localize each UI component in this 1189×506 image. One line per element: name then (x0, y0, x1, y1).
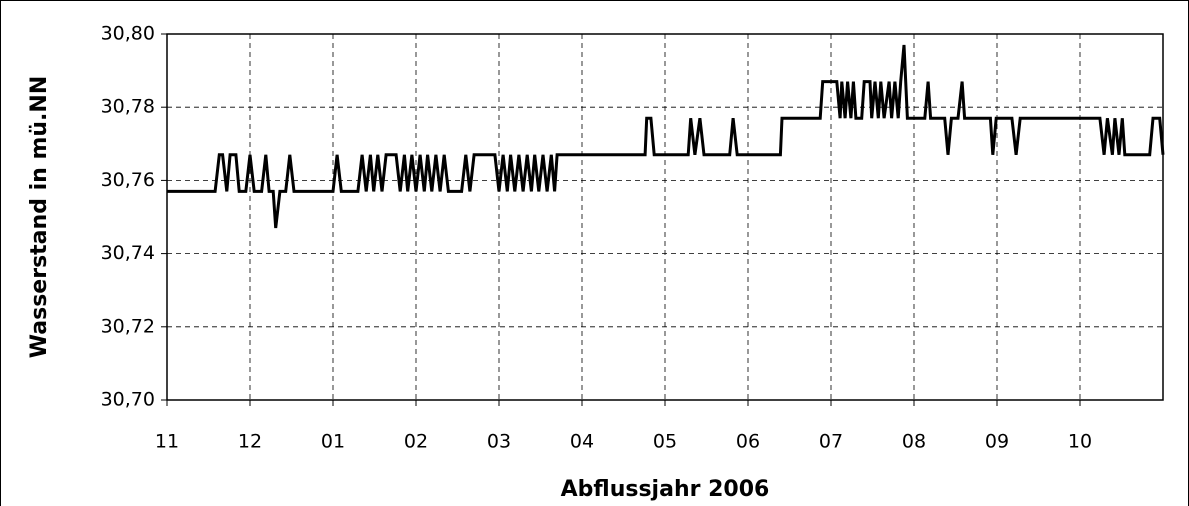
x-tick-label: 03 (487, 431, 511, 453)
plot-frame (166, 33, 1164, 401)
x-tick-label: 07 (819, 431, 843, 453)
x-tick-label: 11 (155, 431, 179, 453)
y-tick-label: 30,80 (101, 23, 155, 45)
x-tick-label: 06 (736, 431, 760, 453)
y-tick-label: 30,76 (101, 169, 155, 191)
y-tick-label: 30,74 (101, 242, 155, 264)
x-tick-label: 02 (404, 431, 428, 453)
x-tick-label: 01 (321, 431, 345, 453)
x-tick-label: 09 (985, 431, 1009, 453)
data-line (167, 44, 1165, 229)
x-axis-title: Abflussjahr 2006 (561, 477, 770, 502)
x-tick-label: 12 (238, 431, 262, 453)
y-tick-label: 30,70 (101, 389, 155, 411)
y-tick-label: 30,78 (101, 96, 155, 118)
x-tick-label: 04 (570, 431, 594, 453)
y-tick-label: 30,72 (101, 315, 155, 337)
x-tick-label: 08 (902, 431, 926, 453)
y-axis-title: Wasserstand in mü.NN (27, 76, 52, 358)
x-tick-label: 10 (1068, 431, 1092, 453)
x-tick-label: 05 (653, 431, 677, 453)
